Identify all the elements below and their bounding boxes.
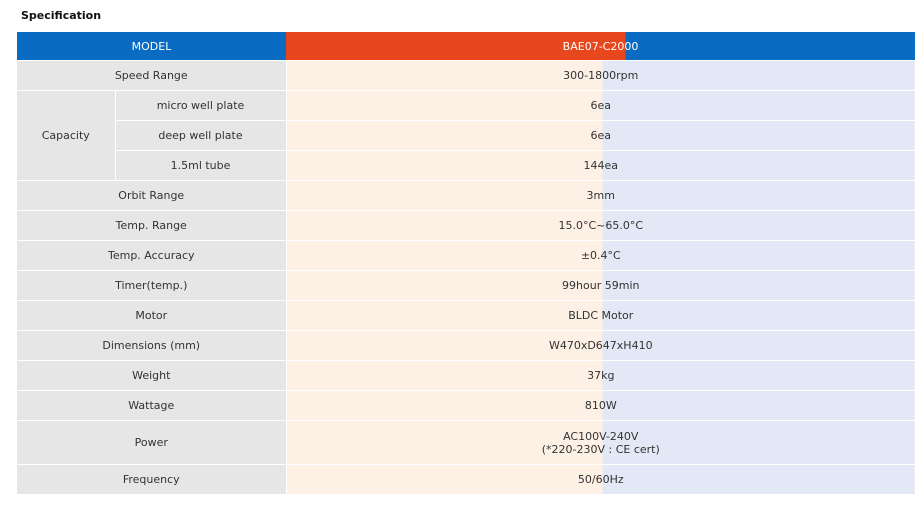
table-row: Temp. Range 15.0°C~65.0°C xyxy=(17,210,916,241)
table-row: Timer(temp.) 99hour 59min xyxy=(17,270,916,301)
table-row: Temp. Accuracy ±0.4°C xyxy=(17,240,916,271)
table-row: Wattage 810W xyxy=(17,390,916,421)
row-value-frequency: 50/60Hz xyxy=(286,464,916,495)
table-row: Speed Range 300-1800rpm xyxy=(17,60,916,91)
table-row: deep well plate 6ea xyxy=(17,120,916,151)
table-header-row: MODEL BAE07-C2000 xyxy=(17,32,916,61)
row-value-timer: 99hour 59min xyxy=(286,270,916,301)
row-sublabel-micro-well-plate: micro well plate xyxy=(114,90,287,121)
row-value-power: AC100V-240V (*220-230V : CE cert) xyxy=(286,420,916,465)
row-value-wattage: 810W xyxy=(286,390,916,421)
row-label-timer: Timer(temp.) xyxy=(17,270,287,301)
table-row: Weight 37kg xyxy=(17,360,916,391)
row-value-dimensions: W470xD647xH410 xyxy=(286,330,916,361)
table-row: Dimensions (mm) W470xD647xH410 xyxy=(17,330,916,361)
model-header-value: BAE07-C2000 xyxy=(286,32,916,61)
power-value-line2: (*220-230V : CE cert) xyxy=(541,442,660,456)
row-label-capacity: Capacity xyxy=(17,90,116,181)
table-row: Frequency 50/60Hz xyxy=(17,464,916,495)
row-label-orbit-range: Orbit Range xyxy=(17,180,287,211)
row-value-orbit-range: 3mm xyxy=(286,180,916,211)
row-value-speed-range: 300-1800rpm xyxy=(286,60,916,91)
row-label-weight: Weight xyxy=(17,360,287,391)
row-label-dimensions: Dimensions (mm) xyxy=(17,330,287,361)
row-label-power: Power xyxy=(17,420,287,465)
row-label-speed-range: Speed Range xyxy=(17,60,287,91)
row-value-deep-well-plate: 6ea xyxy=(286,120,916,151)
table-row: 1.5ml tube 144ea xyxy=(17,150,916,181)
row-value-micro-well-plate: 6ea xyxy=(286,90,916,121)
row-label-temp-range: Temp. Range xyxy=(17,210,287,241)
row-value-motor: BLDC Motor xyxy=(286,300,916,331)
row-sublabel-deep-well-plate: deep well plate xyxy=(114,120,287,151)
row-value-tube: 144ea xyxy=(286,150,916,181)
spec-table: MODEL BAE07-C2000 Speed Range 300-1800rp… xyxy=(17,32,916,495)
power-value-line1: AC100V-240V xyxy=(563,429,639,443)
table-row: Orbit Range 3mm xyxy=(17,180,916,211)
row-label-wattage: Wattage xyxy=(17,390,287,421)
row-sublabel-tube: 1.5ml tube xyxy=(114,150,287,181)
row-label-temp-accuracy: Temp. Accuracy xyxy=(17,240,287,271)
table-row: Power AC100V-240V (*220-230V : CE cert) xyxy=(17,420,916,465)
row-value-temp-range: 15.0°C~65.0°C xyxy=(286,210,916,241)
row-value-temp-accuracy: ±0.4°C xyxy=(286,240,916,271)
table-row: Capacity micro well plate 6ea xyxy=(17,90,916,181)
row-label-motor: Motor xyxy=(17,300,287,331)
row-label-frequency: Frequency xyxy=(17,464,287,495)
table-row: Motor BLDC Motor xyxy=(17,300,916,331)
model-header-label: MODEL xyxy=(17,32,287,61)
row-value-weight: 37kg xyxy=(286,360,916,391)
page-title: Specification xyxy=(21,9,102,22)
